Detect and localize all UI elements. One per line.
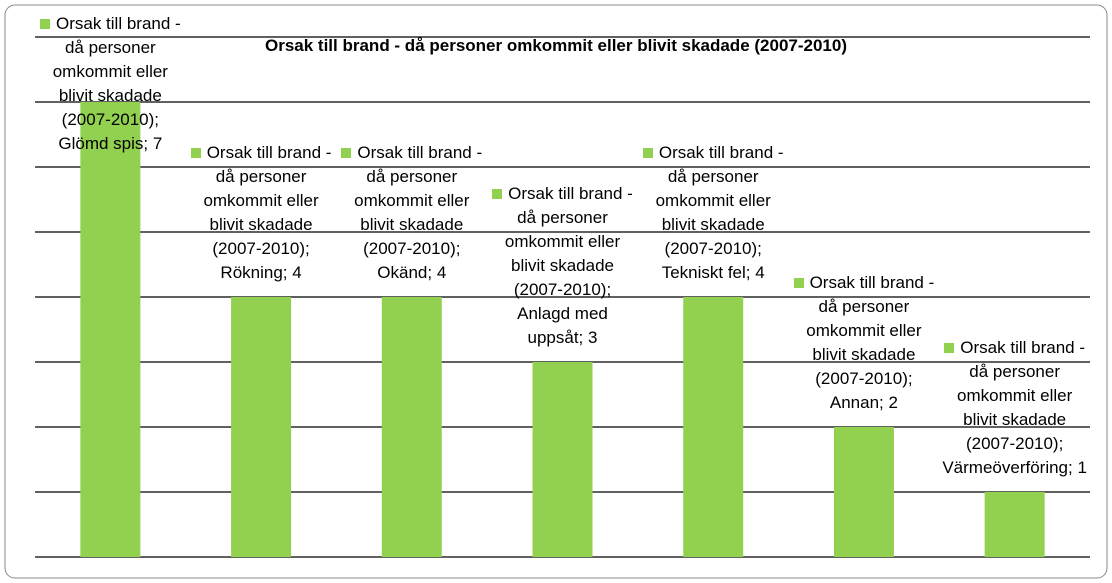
- data-label: Orsak till brand - då personer omkommit …: [488, 182, 638, 350]
- bar: [833, 427, 894, 557]
- legend-key: [944, 343, 955, 353]
- bar: [984, 492, 1045, 557]
- bar: [683, 297, 744, 557]
- data-label-text: Orsak till brand - då personer omkommit …: [942, 338, 1087, 477]
- legend-key: [341, 148, 352, 158]
- data-label: Orsak till brand - då personer omkommit …: [337, 141, 487, 285]
- legend-key: [492, 189, 503, 199]
- data-label: Orsak till brand - då personer omkommit …: [186, 141, 336, 285]
- bar: [532, 362, 593, 557]
- data-label-text: Orsak till brand - då personer omkommit …: [504, 184, 633, 347]
- data-label-text: Orsak till brand - då personer omkommit …: [354, 143, 483, 282]
- data-label-text: Orsak till brand - då personer omkommit …: [52, 14, 181, 153]
- legend-key: [190, 148, 201, 158]
- legend-key: [39, 19, 50, 29]
- legend-key: [642, 148, 653, 158]
- data-label: Orsak till brand - då personer omkommit …: [940, 336, 1090, 480]
- data-label: Orsak till brand - då personer omkommit …: [789, 271, 939, 415]
- data-label-text: Orsak till brand - då personer omkommit …: [203, 143, 332, 282]
- bar: [381, 297, 442, 557]
- legend-key: [793, 278, 804, 288]
- data-label: Orsak till brand - då personer omkommit …: [638, 141, 788, 285]
- bar: [80, 102, 141, 557]
- data-label: Orsak till brand - då personer omkommit …: [35, 12, 185, 156]
- chart-title: Orsak till brand - då personer omkommit …: [265, 36, 847, 55]
- data-label-text: Orsak till brand - då personer omkommit …: [655, 143, 784, 282]
- data-label-text: Orsak till brand - då personer omkommit …: [806, 273, 935, 412]
- bar: [231, 297, 292, 557]
